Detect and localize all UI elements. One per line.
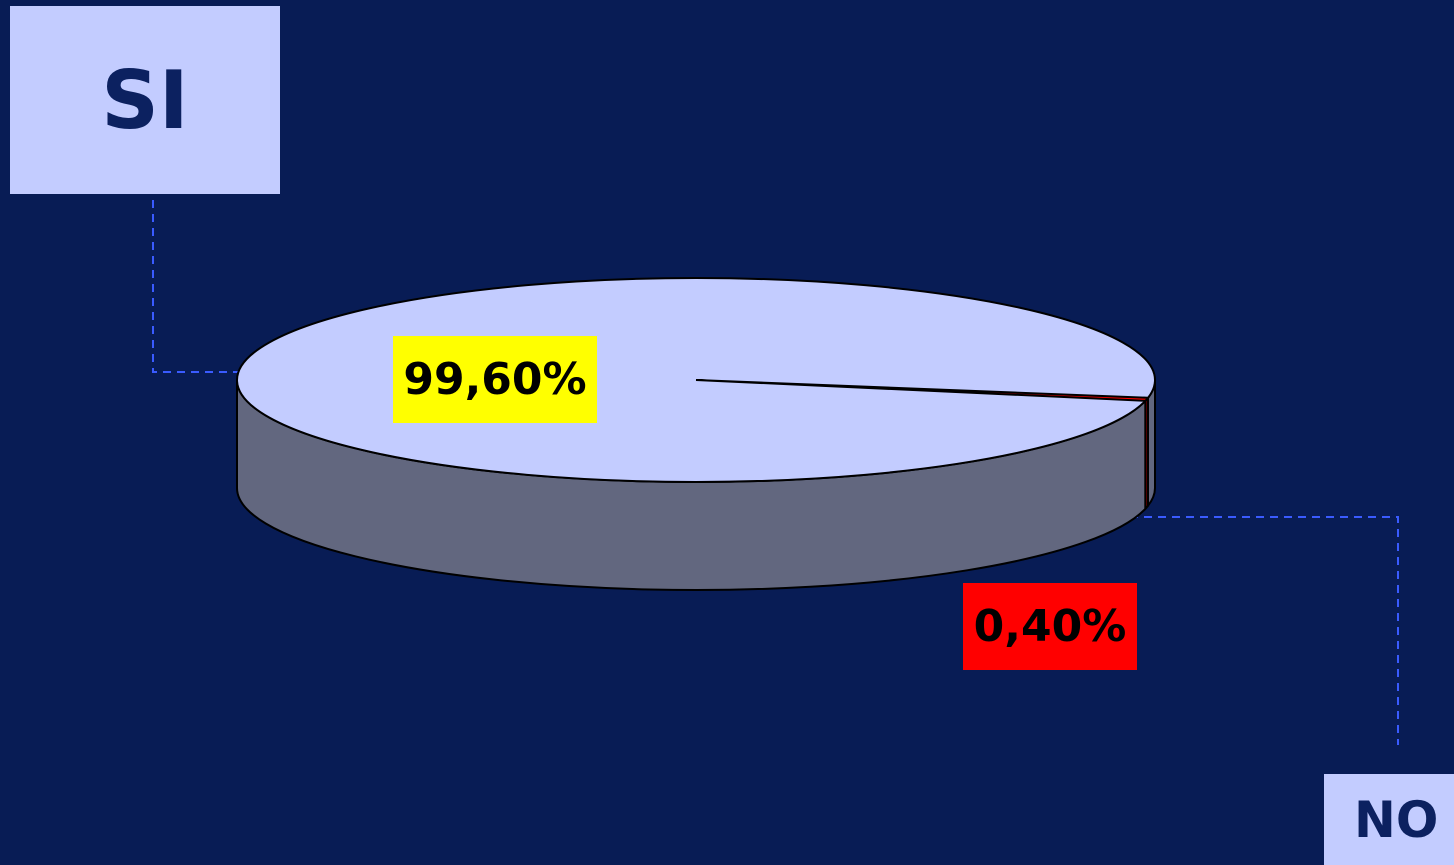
category-label-no: NO xyxy=(1324,774,1454,865)
data-label-no: 0,40% xyxy=(963,583,1137,670)
category-label-si: SI xyxy=(10,6,280,194)
leader-line-no xyxy=(1060,516,1399,745)
data-label-si: 99,60% xyxy=(393,336,597,423)
pie-top xyxy=(236,277,1156,483)
slice-top-no xyxy=(695,379,1151,402)
slice-side-no xyxy=(1144,394,1149,512)
